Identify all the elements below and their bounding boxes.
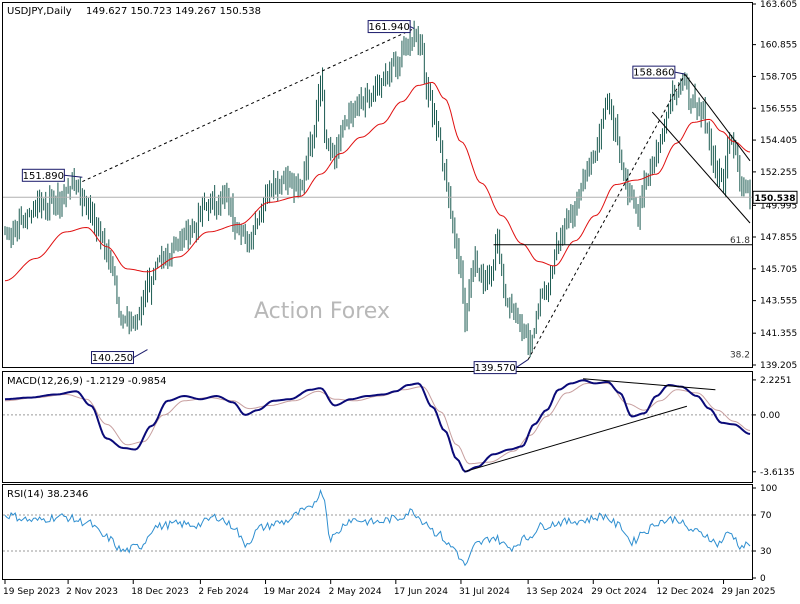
macd-y-tick-label: -3.6135 — [760, 468, 795, 478]
price-y-tick-label: 160.855 — [760, 41, 797, 51]
macd-falling-trendline — [583, 378, 716, 391]
dashed-trendline-lower — [527, 73, 686, 360]
rsi-y-tick-label: 30 — [760, 547, 772, 557]
price-y-tick-label: 152.255 — [760, 168, 797, 178]
price-annotation-leader — [515, 359, 529, 369]
rsi-y-tick-label: 0 — [760, 574, 766, 584]
axis-layer: 163.605 160.855 158.705 156.555 154.405 152.2… — [3, 0, 798, 597]
x-tick-label: 2 Nov 2023 — [66, 587, 118, 597]
price-annotation-leader — [64, 174, 83, 178]
price-annotation-label: 158.860 — [633, 68, 674, 79]
macd-title: MACD(12,26,9) -1.2129 -0.9854 — [7, 376, 167, 387]
macd-layer — [3, 378, 752, 473]
fib-level-label: 61.8 — [730, 236, 750, 246]
x-tick-label: 19 Sep 2023 — [3, 587, 60, 597]
price-annotation-label: 151.890 — [23, 171, 64, 182]
x-tick-label: 13 Sep 2024 — [526, 587, 583, 597]
rsi-line — [4, 488, 751, 567]
channel-lower-line — [651, 111, 751, 224]
x-tick-label: 2 May 2024 — [329, 587, 382, 597]
x-tick-label: 2 Feb 2024 — [198, 587, 249, 597]
price-symbol-label: USDJPY,Daily — [7, 6, 72, 17]
current-price-tag-label: 150.538 — [755, 194, 796, 204]
price-annotation-box — [90, 351, 134, 365]
price-y-tick-label: 149.995 — [760, 201, 797, 211]
price-annotation-label: 140.250 — [92, 353, 133, 364]
rsi-y-tick-label: 100 — [760, 484, 777, 494]
x-tick-label: 19 Mar 2024 — [264, 587, 321, 597]
watermark-text: Action Forex — [254, 299, 390, 324]
rsi-layer — [3, 488, 752, 567]
current-price-tag — [752, 190, 798, 204]
price-annotation-leader — [674, 71, 685, 75]
price-y-tick-label: 154.405 — [760, 136, 797, 146]
rsi-y-tick-label: 70 — [760, 511, 772, 521]
price-panel-frame — [2, 2, 753, 368]
macd-panel-frame — [2, 371, 753, 483]
price-y-tick-label: 143.555 — [760, 297, 797, 307]
x-tick-label: 31 Jul 2024 — [459, 587, 510, 597]
macd-y-tick-label: 2.2251 — [760, 376, 792, 386]
price-y-tick-label: 158.705 — [760, 72, 797, 82]
x-tick-label: 18 Dec 2023 — [131, 587, 189, 597]
macd-y-tick-label: 0.00 — [760, 411, 780, 421]
fib-level-label: 38.2 — [730, 351, 750, 361]
dashed-trendline-upper — [82, 28, 415, 183]
price-y-tick-label: 147.855 — [760, 233, 797, 243]
price-y-tick-label: 163.605 — [760, 0, 797, 10]
price-layer: 161.940 151.890 140.250 139.570 158.860 61.8 3… — [3, 20, 752, 375]
price-annotation-label: 161.940 — [368, 22, 409, 33]
price-ohlc-label: 149.627 150.723 149.267 150.538 — [86, 6, 261, 17]
moving-average-line — [4, 81, 751, 282]
x-tick-label: 29 Jan 2025 — [722, 587, 776, 597]
rsi-title: RSI(14) 38.2346 — [7, 489, 88, 500]
price-y-tick-label: 156.555 — [760, 104, 797, 114]
price-y-tick-label: 145.705 — [760, 265, 797, 275]
x-tick-label: 17 Jun 2024 — [394, 587, 448, 597]
price-y-tick-label: 141.355 — [760, 329, 797, 339]
price-y-tick-label: 139.205 — [760, 361, 797, 371]
rsi-panel-frame — [2, 484, 753, 580]
price-annotation-label: 139.570 — [474, 363, 515, 374]
price-annotation-leader — [133, 349, 148, 358]
macd-rising-trendline — [464, 405, 688, 473]
x-tick-label: 12 Dec 2024 — [656, 587, 714, 597]
channel-upper-line — [684, 73, 751, 162]
x-tick-label: 29 Oct 2024 — [591, 587, 647, 597]
price-annotation-leader — [409, 26, 415, 30]
macd-line — [4, 379, 751, 473]
